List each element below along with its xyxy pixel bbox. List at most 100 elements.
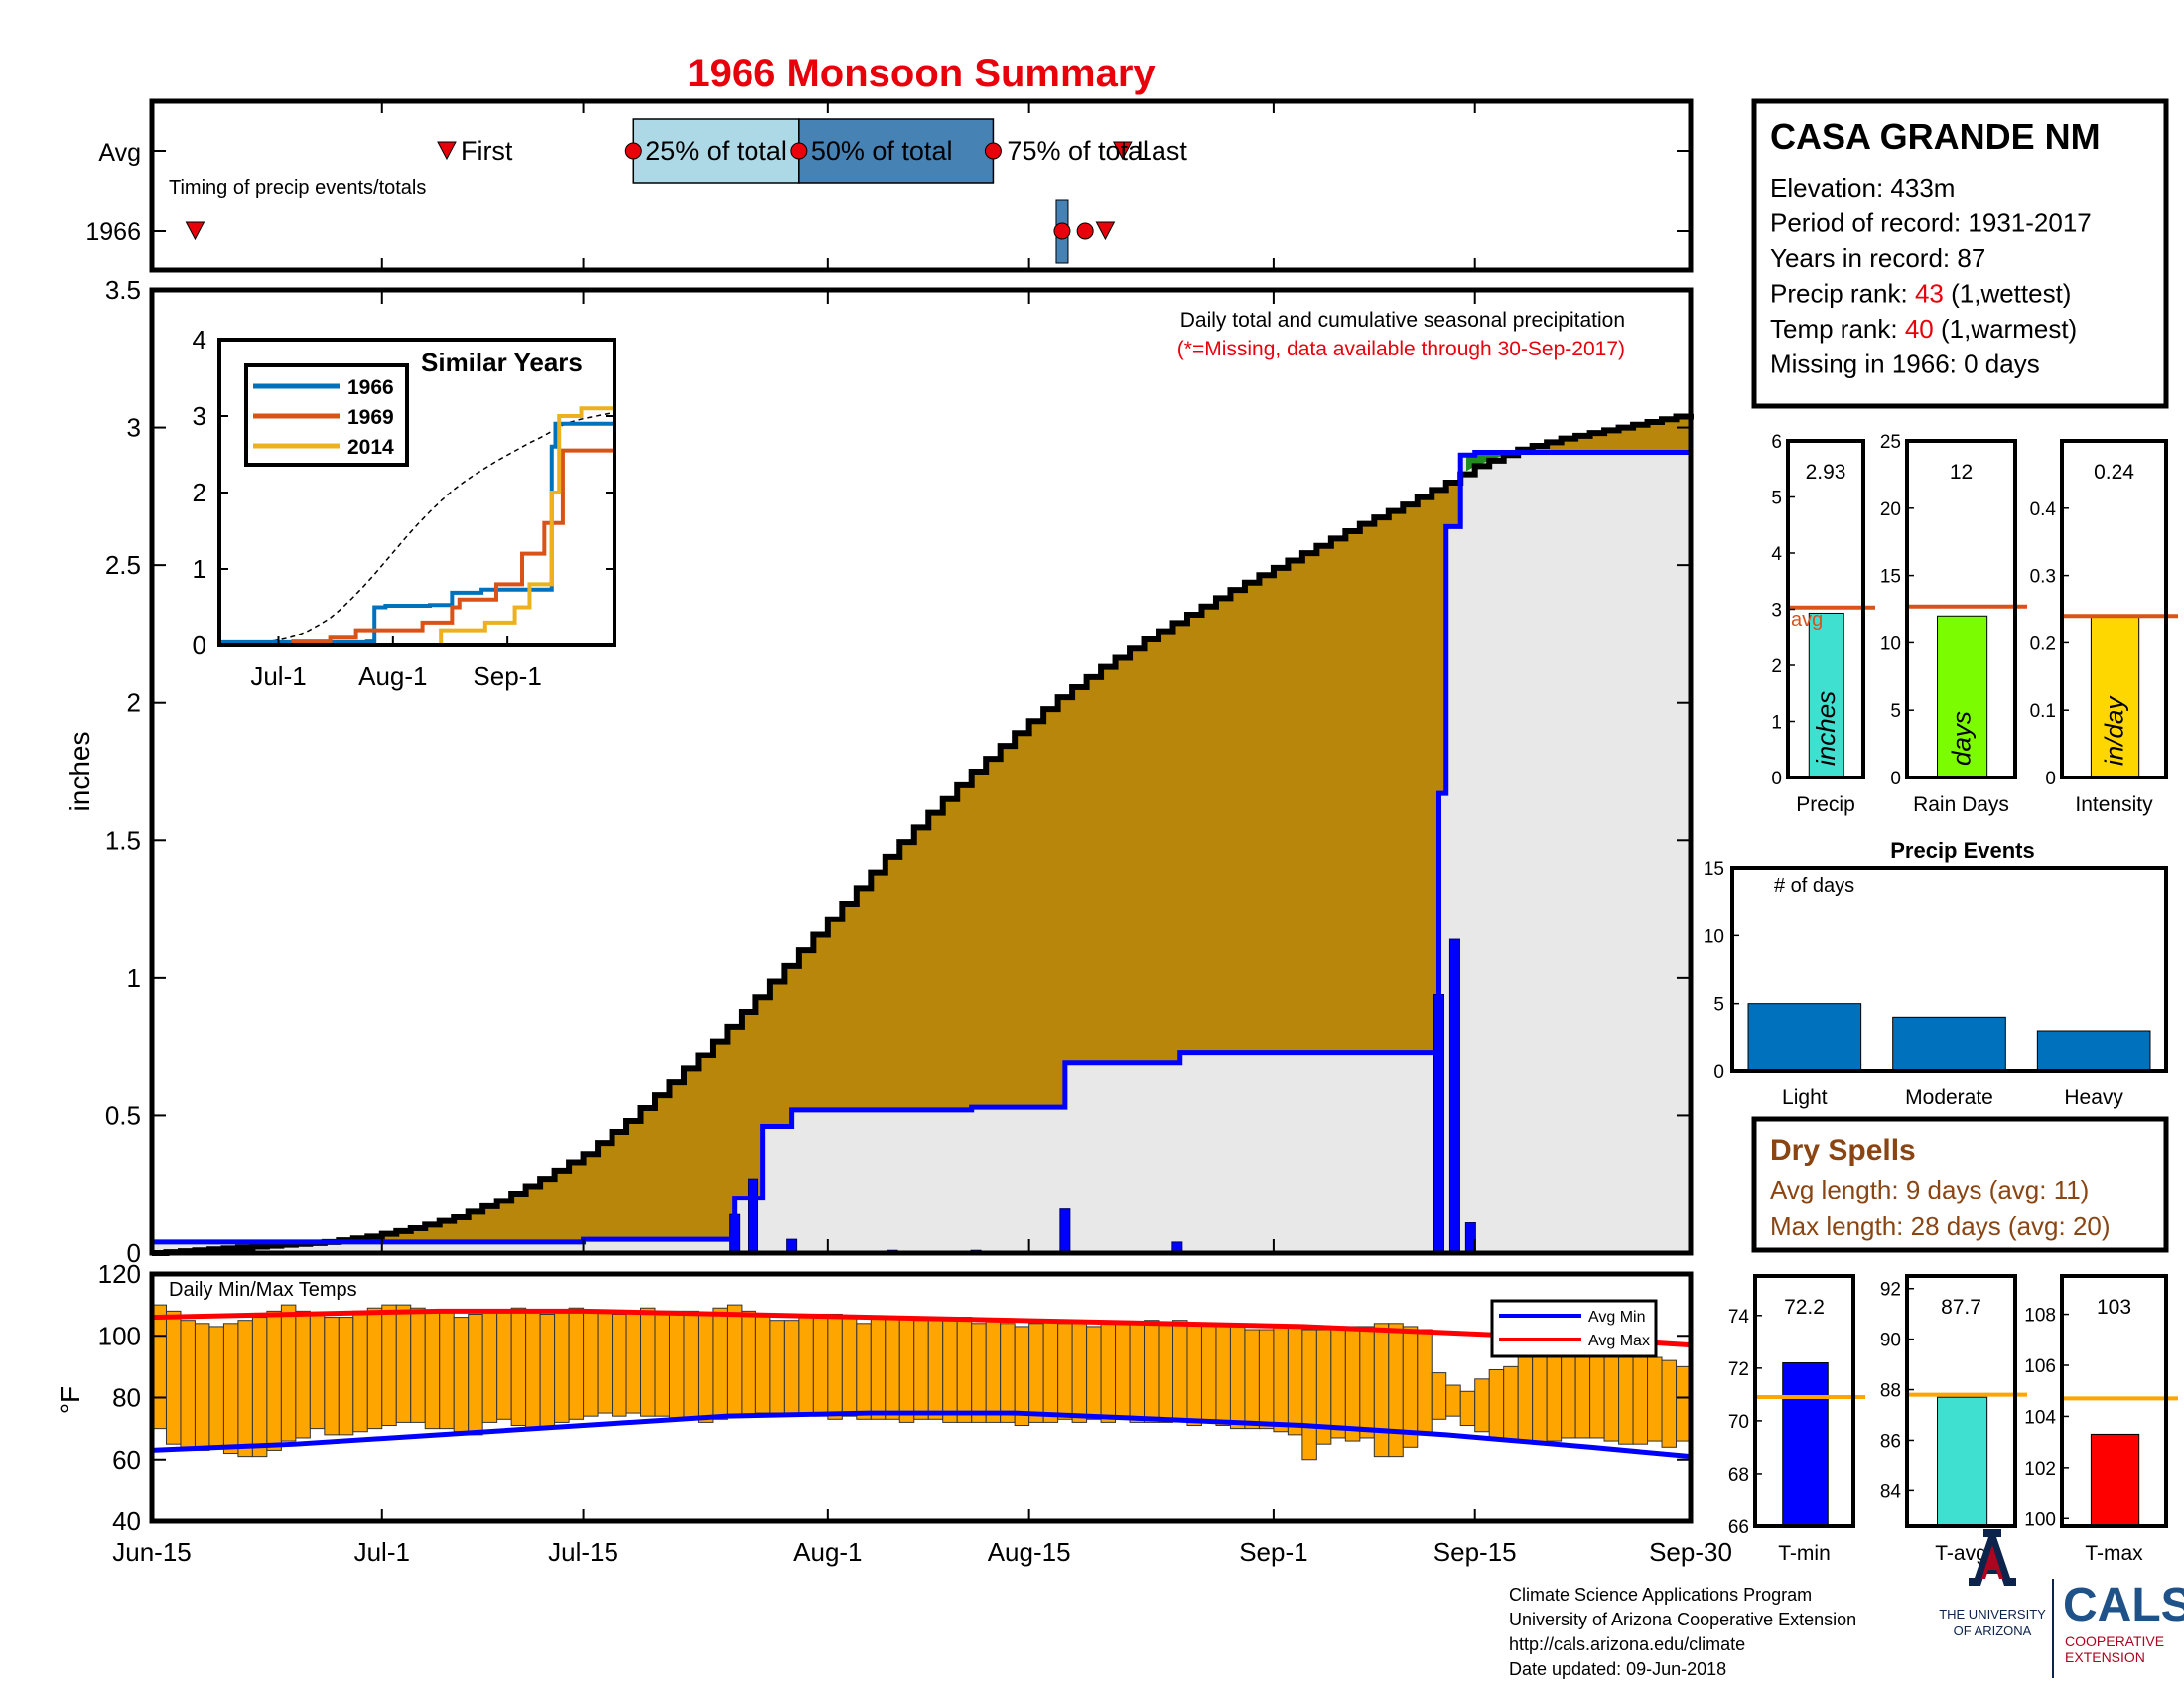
main-ytick-label: 3 [127,413,141,443]
panel-bar [1937,1396,1988,1527]
inset-legend-label: 1969 [347,406,394,429]
temp-range-bar [324,1317,340,1436]
temp-range-bar [1647,1356,1663,1442]
temp-range-bar [295,1310,311,1439]
inset-ytick-label: 4 [193,325,206,354]
panel-label: Intensity [2075,793,2153,816]
station-line: Precip rank: 43 (1,wettest) [1770,279,2071,309]
station-line-label: Period of record: 1931-2017 [1770,209,2092,238]
footer-line-4: Date updated: 09-Jun-2018 [1509,1659,1726,1679]
temp-range-bar [942,1317,958,1423]
temp-range-bar [496,1310,512,1420]
temp-range-bar [1144,1320,1160,1423]
temp-range-bar [1229,1326,1246,1430]
panel-bar [2090,1433,2140,1527]
station-line: Years in record: 87 [1770,243,1985,273]
temp-range-bar [439,1310,455,1430]
station-frame [1751,98,2169,409]
university-of-arizona-logo: THE UNIVERSITY OF ARIZONA [1939,1529,2046,1638]
panel-frame [2060,439,2168,779]
dry-spells-frame [1751,1116,2169,1253]
temp-range-bar [1115,1323,1131,1420]
season-totals-panels: 2.930123456Precipinchesavg120510152025Ra… [1771,432,2178,816]
temp-range-bar [625,1310,642,1414]
panel-label: T-min [1778,1542,1831,1565]
temp-range-bar [798,1317,814,1414]
panel-ytick-label: 2 [1771,656,1782,677]
temp-range-bar [856,1323,872,1420]
temp-range-bar [1417,1329,1433,1436]
temp-range-bar [1546,1353,1563,1442]
events-ytick-label: 15 [1704,859,1724,880]
panel-ytick-label: 72 [1728,1359,1749,1380]
temp-range-bar [481,1310,498,1423]
station-line: Temp rank: 40 (1,warmest) [1770,314,2077,344]
temp-range-bar [1589,1353,1605,1439]
main-ytick-label: 2.5 [105,550,141,580]
temp-range-bar [194,1323,210,1451]
date-tick-label: Sep-30 [1649,1537,1732,1567]
panel-ytick-label: 84 [1880,1481,1902,1502]
avg-max-line [151,1308,1692,1348]
event-category-label: Moderate [1905,1086,1993,1109]
events-ytick-label: 0 [1713,1062,1724,1083]
panel-ytick-label: 3 [1771,601,1782,622]
footer-credits: Climate Science Applications Program Uni… [1509,1585,1856,1679]
station-rank-value: 40 [1905,314,1934,344]
panel-bar [1937,615,1988,778]
panel-ytick-label: 86 [1880,1431,1901,1452]
temp-range-bar [410,1307,426,1423]
date-tick-label: Jul-15 [548,1537,618,1567]
event-category-label: Light [1782,1086,1828,1109]
temp-range-bar [1042,1320,1059,1423]
panel-ytick-label: 20 [1880,499,1901,520]
temp-range-bar [913,1320,929,1420]
temps-ytick-label: 40 [112,1506,141,1536]
panel-ytick-label: 0.4 [2030,499,2057,520]
temps-ytick-label: 120 [98,1259,141,1289]
dry-spells-avg-length: Avg length: 9 days (avg: 11) [1770,1175,2089,1204]
temps-legend-box [1490,1299,1658,1358]
avg-75-marker-icon [984,142,1002,160]
season-temps-panels: 72.2 66 68 70 72 74 T-min 87.7 84 86 88 90 92 T-avg 10… [1728,1274,2178,1565]
panel-ytick-label: 104 [2024,1407,2056,1428]
temp-range-bar [898,1317,915,1423]
temp-range-bar [1158,1323,1174,1423]
cals-wordmark: CALS [2063,1579,2184,1631]
date-tick-label: Sep-1 [1239,1537,1307,1567]
panel-ytick-label: 0.3 [2030,567,2056,588]
temp-range-bar [827,1313,843,1420]
temp-range-bar [985,1320,1002,1423]
temp-range-bar [712,1307,728,1420]
panel-ytick-label: 100 [2024,1509,2056,1530]
main-precip-chart: 0 0.5 1 1.5 2 2.5 3 3.5 Daily total and cumulat… [65,275,1694,1268]
panel-ytick-label: 4 [1771,544,1782,565]
inset-xtick-label: Sep-1 [473,661,541,691]
panel-ytick-label: 15 [1880,567,1901,588]
temps-legend-label: Avg Max [1588,1333,1650,1349]
panel-ytick-label: 70 [1728,1412,1749,1433]
temp-range-bar [1561,1353,1576,1439]
main-ytick-label: 0.5 [105,1100,141,1130]
temp-range-bar [1100,1323,1117,1423]
main-ytick-label: 0 [127,1238,141,1268]
event-category-label: Heavy [2064,1086,2123,1109]
panel-label: Precip [1796,793,1855,816]
daily-precip-bar [748,1178,759,1254]
station-line-label: Years in record: 87 [1770,243,1985,273]
temp-range-bar [683,1310,699,1420]
panel-ytick-label: 10 [1880,634,1901,654]
footer-line-3: http://cals.arizona.edu/climate [1509,1634,1745,1654]
inset-xtick-label: Aug-1 [358,661,427,691]
station-line-suffix: (1,wettest) [1944,279,2072,309]
daily-precip-bar [1448,938,1460,1254]
dry-spells-max-length: Max length: 28 days (avg: 20) [1770,1211,2111,1241]
panel-frame [1905,439,2017,779]
avg-cumulative-area [152,413,1691,1253]
temp-range-bar [1200,1323,1217,1423]
temp-range-bar [338,1317,354,1436]
timing-row-avg: Avg [98,139,141,167]
temp-range-bar [1603,1353,1620,1442]
temp-range-bar [1028,1323,1044,1423]
